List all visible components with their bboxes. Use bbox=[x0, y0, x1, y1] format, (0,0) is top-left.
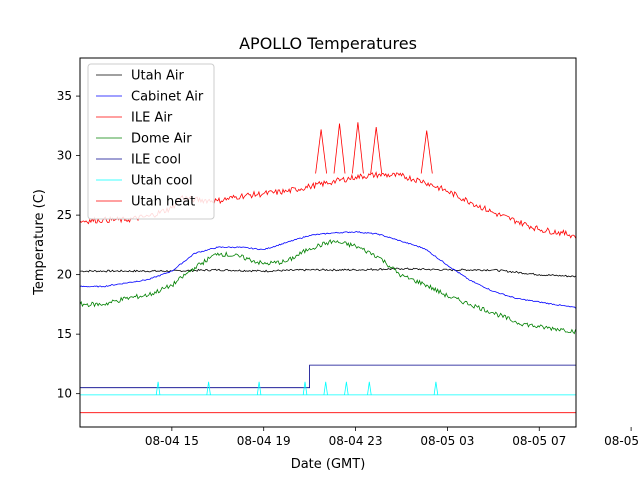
legend-label-utah-cool: Utah cool bbox=[131, 174, 193, 189]
series-line-cabinet-air bbox=[80, 231, 576, 309]
spike-ile-air-5 bbox=[420, 130, 433, 174]
series-line-utah-air bbox=[80, 267, 576, 278]
spike-utah-cool-3 bbox=[256, 381, 262, 395]
axis-ticks: 08-04 15 08-04 19 08-04 23 08-05 03 08-05 07… bbox=[57, 89, 640, 448]
series-line-dome-air bbox=[80, 239, 576, 335]
spike-utah-cool-5 bbox=[323, 381, 328, 395]
spike-ile-air-4 bbox=[370, 126, 383, 174]
spike-utah-cool-4 bbox=[302, 381, 308, 395]
x-tick-label: 08-04 15 bbox=[145, 434, 199, 448]
y-tick-label: 15 bbox=[57, 327, 72, 341]
x-tick-label: 08-04 19 bbox=[237, 434, 291, 448]
y-tick-label: 30 bbox=[57, 149, 72, 163]
legend-label-utah-air: Utah Air bbox=[131, 69, 184, 84]
y-axis-label: Temperature (C) bbox=[32, 189, 47, 296]
x-tick-label: 08-04 23 bbox=[329, 434, 383, 448]
spike-utah-cool-6 bbox=[344, 381, 349, 395]
legend-label-ile-air: ILE Air bbox=[131, 111, 173, 126]
spike-ile-air-2 bbox=[333, 123, 346, 174]
y-tick-label: 35 bbox=[57, 89, 72, 103]
spike-ile-air-3 bbox=[351, 122, 364, 174]
series-line-ile-cool bbox=[80, 364, 576, 389]
legend-label-cabinet-air: Cabinet Air bbox=[131, 90, 204, 105]
x-tick-label: 08-05 03 bbox=[420, 434, 474, 448]
legend-label-utah-heat: Utah heat bbox=[131, 195, 195, 210]
spike-utah-cool-7 bbox=[367, 381, 372, 395]
series-line-ile-air bbox=[80, 171, 576, 239]
legend-label-dome-air: Dome Air bbox=[131, 132, 192, 147]
plot-area bbox=[80, 122, 576, 414]
axes-frame bbox=[79, 57, 577, 428]
x-tick-label: 08-05 07 bbox=[512, 434, 566, 448]
x-tick-label: 08-05 11 bbox=[604, 434, 640, 448]
chart-title: APOLLO Temperatures bbox=[239, 34, 417, 53]
y-tick-label: 25 bbox=[57, 208, 72, 222]
y-tick-label: 20 bbox=[57, 268, 72, 282]
legend-label-ile-cool: ILE cool bbox=[131, 153, 181, 168]
x-axis-label: Date (GMT) bbox=[291, 457, 366, 472]
y-tick-label: 10 bbox=[57, 387, 72, 401]
spike-utah-cool-8 bbox=[433, 381, 439, 395]
spike-utah-cool-1 bbox=[155, 381, 161, 395]
spike-utah-cool-2 bbox=[206, 381, 211, 395]
legend: Utah Air Cabinet Air ILE Air Dome Air ILE co… bbox=[87, 63, 215, 220]
spike-ile-air-1 bbox=[315, 129, 327, 174]
